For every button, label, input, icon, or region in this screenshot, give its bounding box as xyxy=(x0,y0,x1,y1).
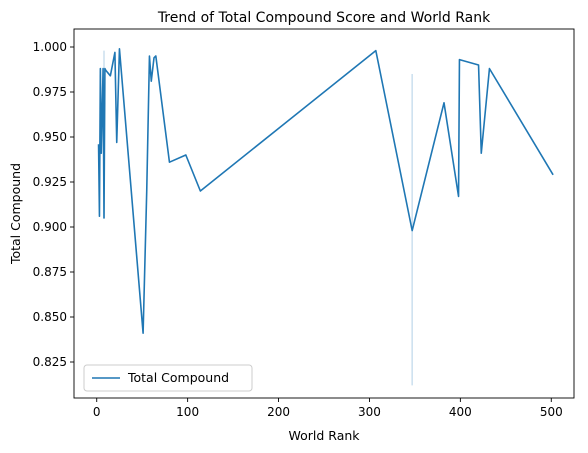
y-tick-label: 0.925 xyxy=(33,175,67,189)
legend-label-total-compound: Total Compound xyxy=(127,370,229,385)
y-tick-label: 0.950 xyxy=(33,130,67,144)
x-tick-label: 200 xyxy=(267,405,290,419)
y-tick-label: 0.850 xyxy=(33,310,67,324)
y-tick-label: 0.975 xyxy=(33,85,67,99)
chart-title: Trend of Total Compound Score and World … xyxy=(157,10,491,26)
x-tick-label: 100 xyxy=(176,405,199,419)
y-tick-label: 0.825 xyxy=(33,355,67,369)
x-tick-label: 400 xyxy=(449,405,472,419)
series-line-total-compound xyxy=(97,47,554,335)
legend-box xyxy=(83,364,253,392)
y-tick-label: 1.000 xyxy=(33,40,67,54)
y-tick-label: 0.875 xyxy=(33,265,67,279)
axes-frame xyxy=(73,28,575,399)
y-axis: 0.825 0.850 0.875 0.900 0.925 0.950 0.975 1.000 xyxy=(33,40,74,369)
y-tick-label: 0.900 xyxy=(33,220,67,234)
x-tick-label: 300 xyxy=(358,405,381,419)
y-axis-label: Total Compound xyxy=(8,163,23,265)
x-tick-label: 0 xyxy=(93,405,101,419)
x-tick-label: 500 xyxy=(540,405,563,419)
x-axis: 0 100 200 300 400 500 xyxy=(93,398,563,419)
uncertainty-bands xyxy=(103,50,413,386)
legend: Total Compound xyxy=(83,364,253,392)
series-lines xyxy=(97,47,554,335)
x-axis-label: World Rank xyxy=(288,428,360,443)
